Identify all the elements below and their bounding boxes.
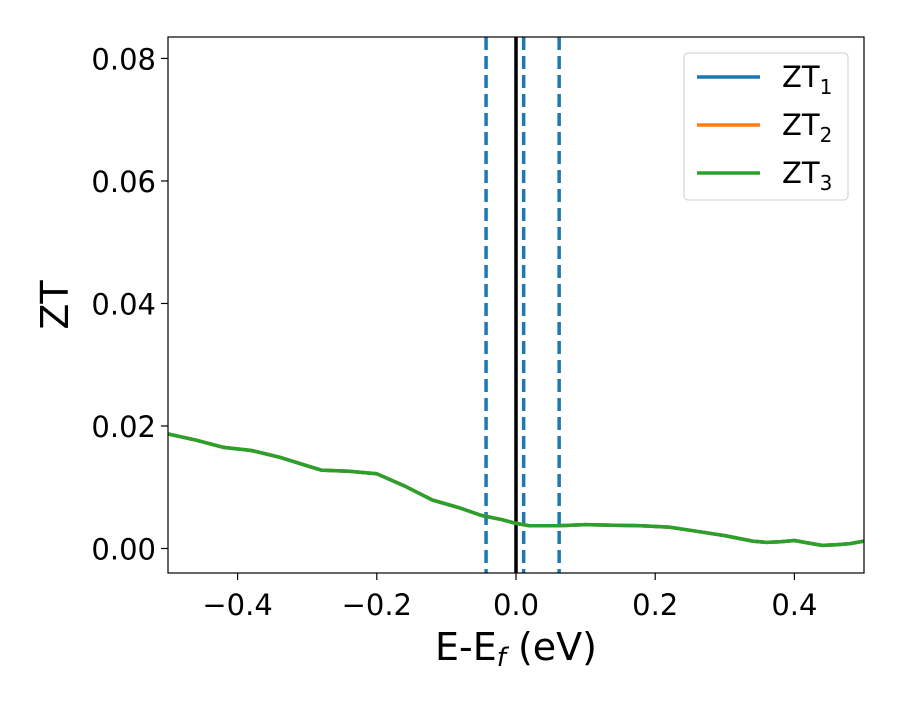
legend-label-zt2: ZT2 — [782, 108, 832, 147]
x-axis-label-unit: (eV) — [506, 625, 597, 669]
x-tick-label: 0.0 — [493, 588, 539, 622]
y-tick-label: 0.08 — [91, 42, 156, 76]
legend-label-zt3: ZT3 — [782, 156, 832, 195]
legend-items: ZT1 ZT2 ZT3 — [697, 60, 832, 195]
y-axis-label: ZT — [33, 280, 77, 330]
legend-frame — [683, 52, 849, 201]
x-axis-label-main: E-E — [435, 625, 497, 669]
x-tick-label: −0.2 — [342, 588, 412, 622]
x-axis-ticks: −0.4 −0.2 0.0 0.2 0.4 — [202, 573, 817, 622]
y-tick-label: 0.00 — [91, 532, 156, 566]
y-tick-label: 0.06 — [91, 165, 156, 199]
series-lines — [168, 432, 864, 548]
y-axis-ticks: 0.00 0.02 0.04 0.06 0.08 — [91, 42, 168, 566]
x-tick-label: 0.4 — [771, 588, 817, 622]
y-tick-label: 0.04 — [91, 287, 156, 321]
x-tick-label: −0.4 — [202, 588, 272, 622]
y-tick-label: 0.02 — [91, 410, 156, 444]
legend-label-zt1: ZT1 — [782, 60, 832, 99]
x-tick-label: 0.2 — [632, 588, 678, 622]
x-axis-label: E-Ef (eV) — [435, 625, 597, 673]
vertical-lines — [484, 37, 561, 573]
series-line-zt3 — [168, 432, 864, 548]
legend: ZT1 ZT2 ZT3 — [683, 52, 849, 201]
